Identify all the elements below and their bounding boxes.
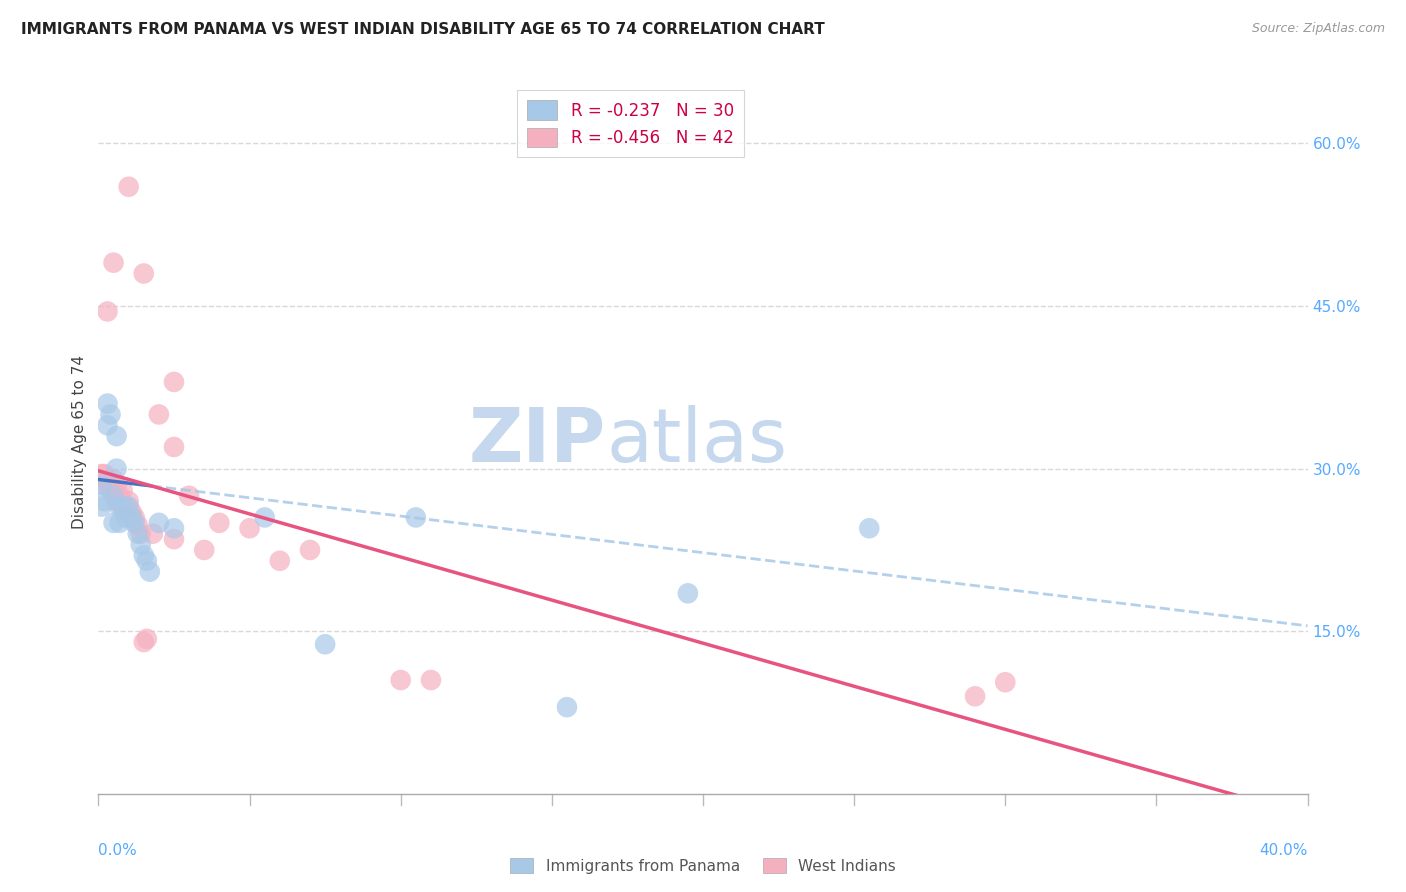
Point xyxy=(108,516,131,530)
Point xyxy=(139,565,162,579)
Point xyxy=(132,635,155,649)
Point xyxy=(121,510,143,524)
Point xyxy=(100,478,122,492)
Point xyxy=(129,537,152,551)
Point xyxy=(111,500,134,514)
Point xyxy=(93,494,115,508)
Point xyxy=(93,467,115,481)
Point xyxy=(193,543,215,558)
Legend: R = -0.237   N = 30, R = -0.456   N = 42: R = -0.237 N = 30, R = -0.456 N = 42 xyxy=(517,90,744,157)
Text: atlas: atlas xyxy=(606,405,787,478)
Point xyxy=(103,489,125,503)
Point xyxy=(105,494,128,508)
Point xyxy=(132,549,155,563)
Point xyxy=(103,473,125,487)
Point xyxy=(124,516,146,530)
Point xyxy=(118,179,141,194)
Point xyxy=(90,467,112,481)
Text: 40.0%: 40.0% xyxy=(1260,843,1308,858)
Point xyxy=(163,532,186,546)
Point xyxy=(111,500,134,514)
Point xyxy=(239,521,262,535)
Point xyxy=(121,510,143,524)
Point xyxy=(105,429,128,443)
Point xyxy=(142,526,165,541)
Point xyxy=(555,700,578,714)
Point xyxy=(253,510,276,524)
Point xyxy=(129,526,152,541)
Point xyxy=(105,478,128,492)
Point xyxy=(148,408,170,422)
Legend: Immigrants from Panama, West Indians: Immigrants from Panama, West Indians xyxy=(505,852,901,880)
Point xyxy=(103,483,125,498)
Point xyxy=(108,489,131,503)
Point xyxy=(90,478,112,492)
Point xyxy=(858,521,880,535)
Point xyxy=(420,673,443,687)
Point xyxy=(179,489,201,503)
Point xyxy=(994,675,1017,690)
Point xyxy=(111,483,134,498)
Point xyxy=(965,690,987,704)
Point xyxy=(90,500,112,514)
Text: Source: ZipAtlas.com: Source: ZipAtlas.com xyxy=(1251,22,1385,36)
Point xyxy=(118,494,141,508)
Y-axis label: Disability Age 65 to 74: Disability Age 65 to 74 xyxy=(72,354,87,529)
Point xyxy=(105,461,128,475)
Point xyxy=(124,510,146,524)
Point xyxy=(405,510,427,524)
Point xyxy=(103,255,125,269)
Point xyxy=(163,521,186,535)
Text: IMMIGRANTS FROM PANAMA VS WEST INDIAN DISABILITY AGE 65 TO 74 CORRELATION CHART: IMMIGRANTS FROM PANAMA VS WEST INDIAN DI… xyxy=(21,22,825,37)
Point xyxy=(163,440,186,454)
Point xyxy=(127,518,149,533)
Point xyxy=(208,516,231,530)
Point xyxy=(127,526,149,541)
Point xyxy=(103,516,125,530)
Point xyxy=(135,554,157,568)
Point xyxy=(96,418,118,433)
Point xyxy=(121,505,143,519)
Point xyxy=(132,267,155,281)
Point xyxy=(389,673,412,687)
Text: 0.0%: 0.0% xyxy=(98,843,138,858)
Point xyxy=(148,516,170,530)
Text: ZIP: ZIP xyxy=(470,405,606,478)
Point xyxy=(114,500,136,514)
Point xyxy=(269,554,291,568)
Point xyxy=(114,510,136,524)
Point xyxy=(676,586,699,600)
Point xyxy=(90,473,112,487)
Point xyxy=(100,483,122,498)
Point xyxy=(96,473,118,487)
Point xyxy=(118,500,141,514)
Point xyxy=(96,304,118,318)
Point xyxy=(93,478,115,492)
Point xyxy=(299,543,322,558)
Point xyxy=(163,375,186,389)
Point xyxy=(96,396,118,410)
Point xyxy=(314,637,336,651)
Point xyxy=(108,500,131,514)
Point xyxy=(100,408,122,422)
Point xyxy=(135,632,157,646)
